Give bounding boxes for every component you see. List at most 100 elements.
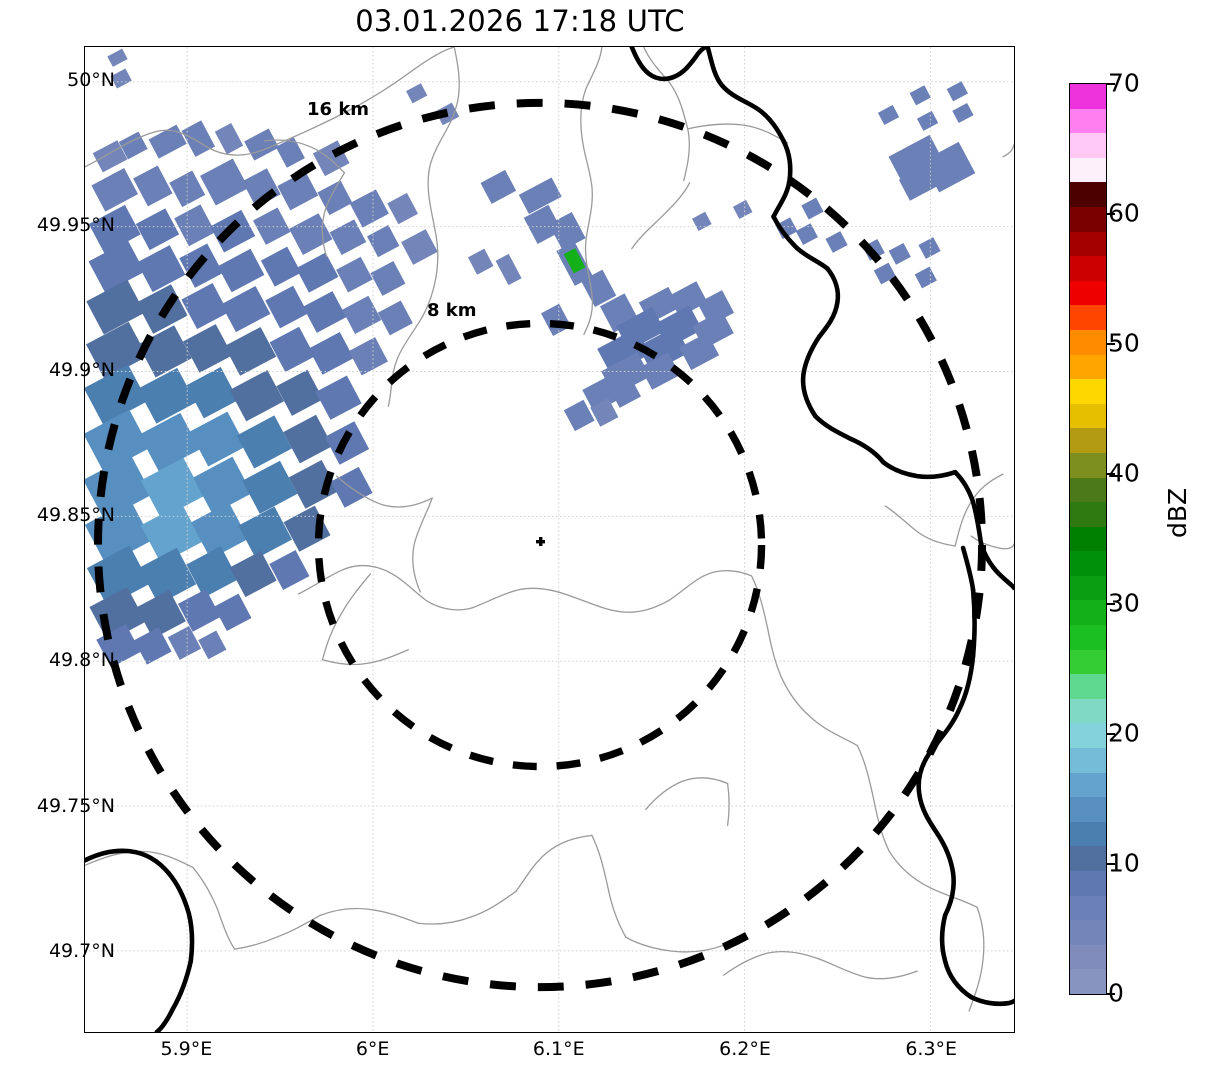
echo-cell	[548, 212, 586, 251]
echo-cell	[590, 398, 619, 427]
echo-cell	[732, 199, 753, 220]
echo-cell	[349, 189, 389, 228]
echo-cell	[775, 217, 798, 240]
echo-cell	[174, 204, 216, 247]
colorbar-tick-label: 70	[1108, 68, 1140, 98]
colorbar-band	[1070, 920, 1106, 945]
echo-cell	[244, 128, 279, 161]
range-ring-label-8km: 8 km	[427, 300, 477, 321]
echo-cell	[597, 327, 651, 375]
echo-cell	[137, 367, 196, 424]
colorbar-band	[1070, 575, 1106, 601]
echo-cell	[348, 337, 388, 376]
echo-cell	[242, 460, 298, 514]
colorbar-band	[1070, 329, 1106, 355]
echo-cell	[181, 282, 229, 330]
colorbar-tick-label: 50	[1108, 328, 1140, 358]
echo-cell	[283, 414, 333, 464]
colorbar-band	[1070, 551, 1106, 576]
echo-cell	[467, 248, 494, 275]
radar-site-marker	[536, 537, 546, 546]
colorbar-band	[1070, 452, 1106, 478]
colorbar-band	[1070, 600, 1106, 626]
echo-cell	[229, 550, 277, 598]
echo-cell	[88, 204, 141, 254]
echo-cell	[136, 245, 186, 293]
echo-cell	[329, 219, 367, 256]
echo-cell	[541, 303, 572, 336]
echo-cell	[495, 253, 522, 286]
echo-cell	[387, 192, 419, 225]
radar-map-svg	[85, 47, 1014, 1032]
echo-cell	[873, 262, 896, 285]
colorbar-band	[1070, 157, 1106, 183]
y-axis-tick-text: 50°N	[67, 68, 115, 91]
colorbar-band	[1070, 698, 1106, 724]
echo-cell	[86, 279, 145, 335]
echo-cell	[167, 625, 202, 660]
echo-cell	[952, 102, 974, 123]
echo-cell	[169, 170, 206, 208]
colorbar[interactable]	[1069, 83, 1107, 995]
echo-cell	[922, 141, 976, 193]
echo-cell	[177, 589, 221, 632]
echo-cell	[918, 237, 941, 259]
echo-cell	[283, 505, 331, 552]
echo-cell	[118, 131, 148, 160]
colorbar-band	[1070, 797, 1106, 822]
echo-cell	[182, 324, 233, 373]
echo-cell	[135, 208, 180, 251]
page-title: 03.01.2026 17:18 UTC	[355, 4, 685, 38]
echo-cell	[877, 104, 900, 125]
echo-cell	[200, 158, 249, 206]
echo-cell	[308, 332, 354, 375]
colorbar-band	[1070, 133, 1106, 158]
colorbar-band	[1070, 108, 1106, 134]
echo-cell	[518, 177, 562, 215]
colorbar-tick-mark	[1106, 733, 1115, 735]
echo-cell	[898, 165, 938, 201]
echo-cell	[221, 285, 271, 333]
echo-cell	[269, 326, 315, 373]
echo-cell	[909, 85, 931, 106]
colorbar-tick-label: 30	[1108, 588, 1140, 618]
colorbar-band	[1070, 625, 1106, 650]
echo-cell	[668, 281, 708, 317]
echo-cell	[302, 291, 347, 333]
echo-cell	[946, 81, 968, 102]
echo-cell	[289, 213, 333, 255]
colorbar-tick-mark	[1106, 993, 1115, 995]
colorbar-band	[1070, 895, 1106, 921]
echo-cell	[189, 411, 246, 467]
echo-cell	[265, 285, 308, 329]
echo-cell	[213, 593, 252, 632]
echo-cell	[296, 252, 339, 293]
echo-cell	[91, 168, 139, 212]
echo-cell	[139, 547, 197, 605]
echo-cell	[224, 326, 277, 376]
echo-cell	[317, 180, 353, 216]
echo-cell	[330, 466, 373, 508]
echo-cell	[480, 169, 517, 204]
radar-map-panel[interactable]: 16 km 8 km	[84, 46, 1015, 1033]
echo-cell	[795, 223, 818, 246]
echo-cell	[315, 375, 362, 420]
y-axis-tick-text: 49.85°N	[36, 504, 115, 527]
echo-cell	[370, 261, 406, 296]
colorbar-tick-mark	[1106, 603, 1115, 605]
colorbar-band	[1070, 502, 1106, 527]
y-axis-tick-text: 49.95°N	[36, 213, 115, 236]
colorbar-band	[1070, 379, 1106, 404]
echo-cell	[277, 171, 319, 211]
x-axis-tick-label: 6°E	[355, 1038, 390, 1060]
colorbar-band	[1070, 256, 1106, 281]
colorbar-band	[1070, 674, 1106, 699]
echo-cell	[825, 231, 848, 253]
echo-cell	[377, 300, 413, 336]
y-axis-tick-text: 49.75°N	[36, 794, 115, 817]
colorbar-band	[1070, 846, 1106, 871]
echo-cell	[336, 256, 373, 293]
echo-cell	[198, 630, 227, 660]
echo-cell	[133, 165, 173, 207]
